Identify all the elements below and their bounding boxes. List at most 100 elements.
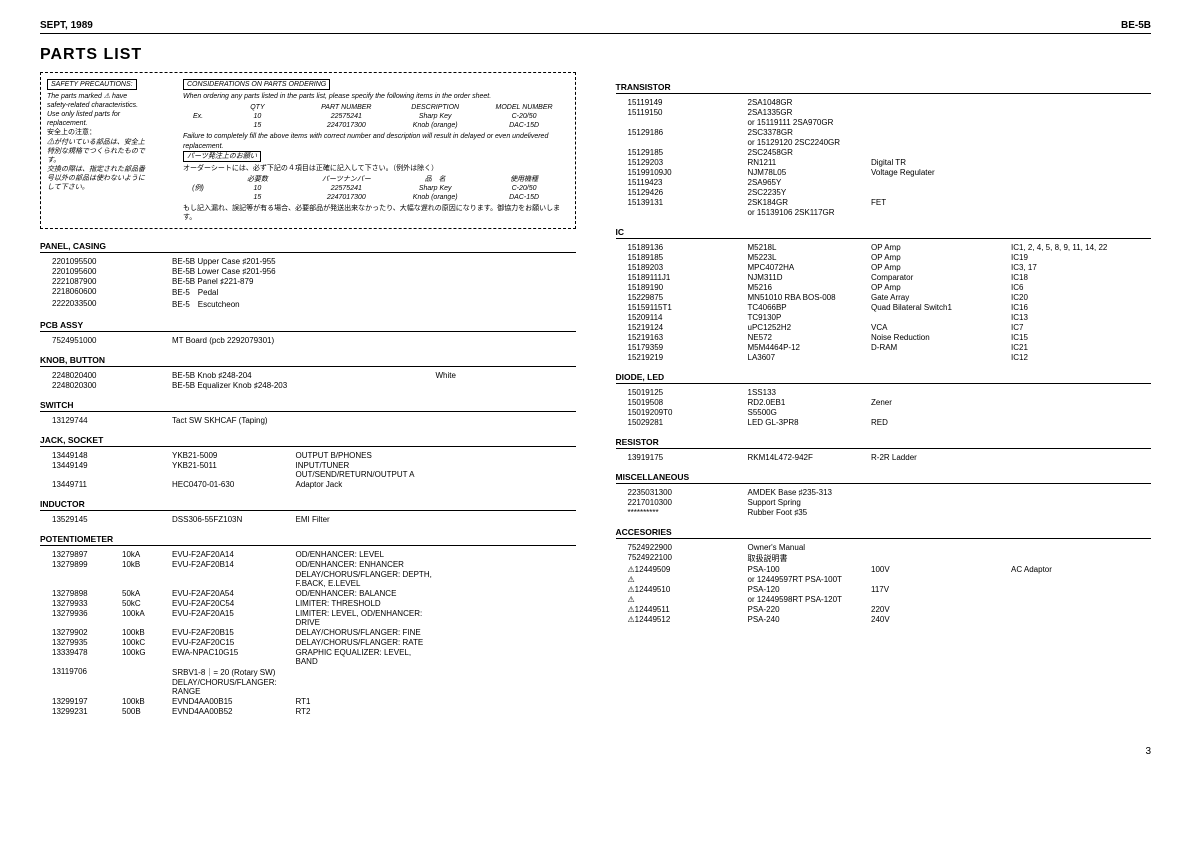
part-row: 15029281LED GL-3PR8RED (616, 417, 1152, 427)
part-row: 13449148YKB21-5009OUTPUT B/PHONES (40, 450, 576, 460)
page-header: SEPT, 1989 BE-5B (40, 20, 1151, 34)
content-columns: SAFETY PRECAUTIONS: The parts marked ⚠ h… (40, 72, 1151, 716)
section-head: INDUCTOR (40, 499, 576, 511)
section-head: TRANSISTOR (616, 82, 1152, 94)
part-row: 151194232SA965Y (616, 177, 1152, 187)
safety-line: safety-related characteristics. (47, 101, 177, 110)
part-row: 13299197100kBEVND4AA00B15RT1 (40, 696, 576, 706)
safety-jp-line: 号以外の部品は使わないように (47, 174, 177, 183)
page-title: PARTS LIST (40, 46, 1151, 64)
part-row: 15189136M5218LOP AmpIC1, 2, 4, 5, 8, 9, … (616, 242, 1152, 252)
ordering-considerations: CONSIDERATIONS ON PARTS ORDERING When or… (183, 79, 569, 222)
part-row: or 15139106 2SK117GR (616, 207, 1152, 217)
part-row: 15189185M5223LOP AmpIC19 (616, 252, 1152, 262)
section-head: SWITCH (40, 400, 576, 412)
safety-line: The parts marked ⚠ have (47, 92, 177, 101)
part-row: 13529145DSS306-55FZ103NEMI Filter (40, 514, 576, 524)
part-row: 15229875MN51010 RBA BOS-008Gate ArrayIC2… (616, 292, 1152, 302)
safety-jp-line: 特別な規格でつくられたもので (47, 147, 177, 156)
part-row: ⚠or 12449597RT PSA-100T (616, 574, 1152, 584)
part-row: 2248020300BE-5B Equalizer Knob ♯248-203 (40, 380, 576, 390)
part-row: 7524951000MT Board (pcb 2292079301) (40, 335, 576, 345)
part-row: 151291852SC2458GR (616, 147, 1152, 157)
section-head: DIODE, LED (616, 372, 1152, 384)
safety-jp-line: す。 (47, 156, 177, 165)
part-row: 13449711HEC0470-01-630Adaptor Jack (40, 479, 576, 489)
part-row: 1327989910kBEVU-F2AF20B14OD/ENHANCER: EN… (40, 559, 576, 569)
ordering-jp-line1: オーダーシートには、必ず下記の４項目は正確に記入して下さい。（例外は除く） (183, 164, 569, 173)
right-column: TRANSISTOR151191492SA1048GR151191502SA13… (616, 72, 1152, 716)
safety-precautions: SAFETY PRECAUTIONS: The parts marked ⚠ h… (47, 79, 177, 222)
section-head: JACK, SOCKET (40, 435, 576, 447)
part-row: 2201095500BE-5B Upper Case ♯201-955 (40, 256, 576, 266)
part-row: 13299231500BEVND4AA00B52RT2 (40, 706, 576, 716)
section-head: MISCELLANEOUS (616, 472, 1152, 484)
part-row: 13919175RKM14L472-942FR-2R Ladder (616, 452, 1152, 462)
part-row: 15189111J1NJM311DComparatorIC18 (616, 272, 1152, 282)
part-row: 13449149YKB21-5011INPUT/TUNER OUT/SEND/R… (40, 460, 576, 479)
part-row: 13279902100kBEVU-F2AF20B15DELAY/CHORUS/F… (40, 627, 576, 637)
part-row: ⚠12449511PSA-220220V (616, 604, 1152, 614)
part-row: ⚠12449512PSA-240240V (616, 614, 1152, 624)
part-row: 13119706SRBV1-8｜= 20 (Rotary SW) DELAY/C… (40, 666, 576, 696)
header-model: BE-5B (1121, 20, 1151, 31)
part-row: ⚠12449509PSA-100100VAC Adaptor (616, 564, 1152, 574)
part-row: DELAY/CHORUS/FLANGER: DEPTH, F.BACK, E.L… (40, 569, 576, 588)
part-row: 15019508RD2.0EB1Zener (616, 397, 1152, 407)
safety-jp-line: ⚠が付いている部品は、安全上 (47, 138, 177, 147)
safety-line: replacement. (47, 119, 177, 128)
section-head: PANEL, CASING (40, 241, 576, 253)
section-head: RESISTOR (616, 437, 1152, 449)
part-row: 151191492SA1048GR (616, 97, 1152, 107)
section-head: POTENTIOMETER (40, 534, 576, 546)
part-row: 2201095600BE-5B Lower Case ♯201-956 (40, 266, 576, 276)
ordering-jp-head: パーツ発注上のお願い (183, 151, 261, 162)
page-number: 3 (40, 746, 1151, 757)
section-head: ACCESORIES (616, 527, 1152, 539)
safety-head: SAFETY PRECAUTIONS: (51, 81, 133, 88)
ordering-line1: When ordering any parts listed in the pa… (183, 93, 491, 100)
part-row: 151391312SK184GRFET (616, 197, 1152, 207)
part-row: 2235031300AMDEK Base ♯235-313 (616, 487, 1152, 497)
part-row: 151291862SC3378GR (616, 127, 1152, 137)
part-row: 13129744Tact SW SKHCAF (Taping) (40, 415, 576, 425)
part-row: 151294262SC2235Y (616, 187, 1152, 197)
ordering-jp-line2: もし記入漏れ、誤記等が有る場合、必要部品が発送出来なかったり、大幅な遅れの原因に… (183, 204, 569, 222)
safety-jp-head: 安全上の注意： (47, 128, 177, 137)
part-row: 2222033500BE-5 Escutcheon (40, 298, 576, 310)
part-row: 15129203RN1211Digital TR (616, 157, 1152, 167)
part-row: 15209114TC9130PIC13 (616, 312, 1152, 322)
part-row: 13279936100kAEVU-F2AF20A15LIMITER: LEVEL… (40, 608, 576, 627)
part-row: or 15119111 2SA970GR (616, 117, 1152, 127)
part-row: 15219219LA3607IC12 (616, 352, 1152, 362)
header-date: SEPT, 1989 (40, 20, 93, 31)
part-row: 150191251SS133 (616, 387, 1152, 397)
part-row: **********Rubber Foot ♯35 (616, 507, 1152, 517)
part-row: 2221087900BE-5B Panel ♯221-879 (40, 276, 576, 286)
section-head: IC (616, 227, 1152, 239)
part-row: ⚠12449510PSA-120117V (616, 584, 1152, 594)
ordering-line2: Failure to completely fill the above ite… (183, 133, 548, 149)
left-column: SAFETY PRECAUTIONS: The parts marked ⚠ h… (40, 72, 576, 716)
part-row: 13279935100kCEVU-F2AF20C15DELAY/CHORUS/F… (40, 637, 576, 647)
part-row: 1327993350kCEVU-F2AF20C54LIMITER: THRESH… (40, 598, 576, 608)
section-head: PCB ASSY (40, 320, 576, 332)
part-row: 2218060600BE-5 Pedal (40, 286, 576, 298)
part-row: 2248020400BE-5B Knob ♯248-204White (40, 370, 576, 380)
part-row: ⚠or 12449598RT PSA-120T (616, 594, 1152, 604)
part-row: 15189203MPC4072HAOP AmpIC3, 17 (616, 262, 1152, 272)
part-row: 15219124uPC1252H2VCAIC7 (616, 322, 1152, 332)
part-row: 1327989710kAEVU-F2AF20A14OD/ENHANCER: LE… (40, 549, 576, 559)
part-row: 7524922900Owner's Manual (616, 542, 1152, 552)
safety-line: Use only listed parts for (47, 110, 177, 119)
part-row: 7524922100取扱説明書 (616, 552, 1152, 564)
part-row: 13339478100kGEWA-NPAC10G15GRAPHIC EQUALI… (40, 647, 576, 666)
part-row: 15219163NE572Noise ReductionIC15 (616, 332, 1152, 342)
part-row: 1327989850kAEVU-F2AF20A54OD/ENHANCER: BA… (40, 588, 576, 598)
page: SEPT, 1989 BE-5B PARTS LIST SAFETY PRECA… (40, 20, 1151, 757)
part-row: 15159115T1TC4066BPQuad Bilateral Switch1… (616, 302, 1152, 312)
part-row: 15179359M5M4464P-12D-RAMIC21 (616, 342, 1152, 352)
part-row: or 15129120 2SC2240GR (616, 137, 1152, 147)
safety-jp-line: して下さい。 (47, 183, 177, 192)
ordering-head: CONSIDERATIONS ON PARTS ORDERING (187, 81, 326, 88)
